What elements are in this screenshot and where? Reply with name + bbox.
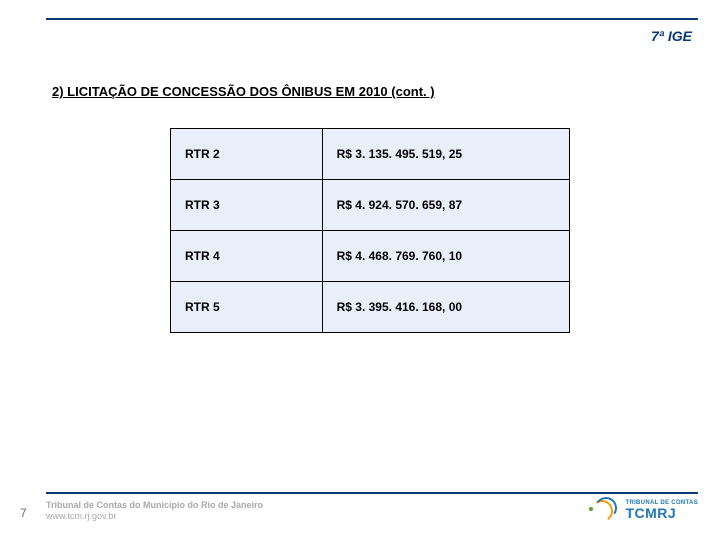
cell-value: R$ 4. 468. 769. 760, 10 xyxy=(322,231,569,282)
table-row: RTR 5 R$ 3. 395. 416. 168, 00 xyxy=(171,282,570,333)
logo-text: TRIBUNAL DE CONTAS TCMRJ xyxy=(625,500,698,520)
table-row: RTR 2 R$ 3. 135. 495. 519, 25 xyxy=(171,129,570,180)
footer-rule xyxy=(46,492,698,494)
logo-main-text: TCMRJ xyxy=(625,506,698,520)
footer: 7 Tribunal de Contas do Município do Rio… xyxy=(0,492,720,540)
rtr-table: RTR 2 R$ 3. 135. 495. 519, 25 RTR 3 R$ 4… xyxy=(170,128,570,333)
logo-mark-icon xyxy=(591,498,619,522)
cell-label: RTR 2 xyxy=(171,129,323,180)
cell-value: R$ 4. 924. 570. 659, 87 xyxy=(322,180,569,231)
cell-value: R$ 3. 135. 495. 519, 25 xyxy=(322,129,569,180)
cell-label: RTR 5 xyxy=(171,282,323,333)
footer-org-name: Tribunal de Contas do Município do Rio d… xyxy=(46,500,263,511)
table-row: RTR 3 R$ 4. 924. 570. 659, 87 xyxy=(171,180,570,231)
page-number: 7 xyxy=(20,506,27,520)
cell-value: R$ 3. 395. 416. 168, 00 xyxy=(322,282,569,333)
header-rule xyxy=(46,18,698,20)
header-label: 7ª IGE xyxy=(651,28,692,44)
cell-label: RTR 4 xyxy=(171,231,323,282)
section-title: 2) LICITAÇÃO DE CONCESSÃO DOS ÔNIBUS EM … xyxy=(52,84,435,99)
footer-org-url: www.tcm.rj.gov.br xyxy=(46,511,263,522)
footer-org: Tribunal de Contas do Município do Rio d… xyxy=(46,500,263,523)
table-row: RTR 4 R$ 4. 468. 769. 760, 10 xyxy=(171,231,570,282)
cell-label: RTR 3 xyxy=(171,180,323,231)
data-table: RTR 2 R$ 3. 135. 495. 519, 25 RTR 3 R$ 4… xyxy=(170,128,570,333)
footer-logo: TRIBUNAL DE CONTAS TCMRJ xyxy=(591,498,698,522)
